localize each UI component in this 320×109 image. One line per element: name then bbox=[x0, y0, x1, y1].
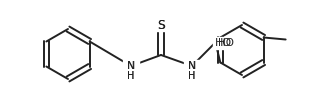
Text: N: N bbox=[188, 61, 196, 71]
Text: N: N bbox=[127, 61, 135, 71]
Text: HO: HO bbox=[215, 37, 232, 48]
Text: HO: HO bbox=[218, 37, 234, 48]
Text: N: N bbox=[188, 61, 196, 71]
Text: H: H bbox=[188, 71, 196, 81]
Text: H: H bbox=[188, 71, 196, 81]
Text: S: S bbox=[157, 19, 165, 32]
Text: H: H bbox=[127, 71, 135, 81]
Text: S: S bbox=[157, 19, 165, 32]
Text: H: H bbox=[127, 71, 135, 81]
Text: N: N bbox=[127, 61, 135, 71]
